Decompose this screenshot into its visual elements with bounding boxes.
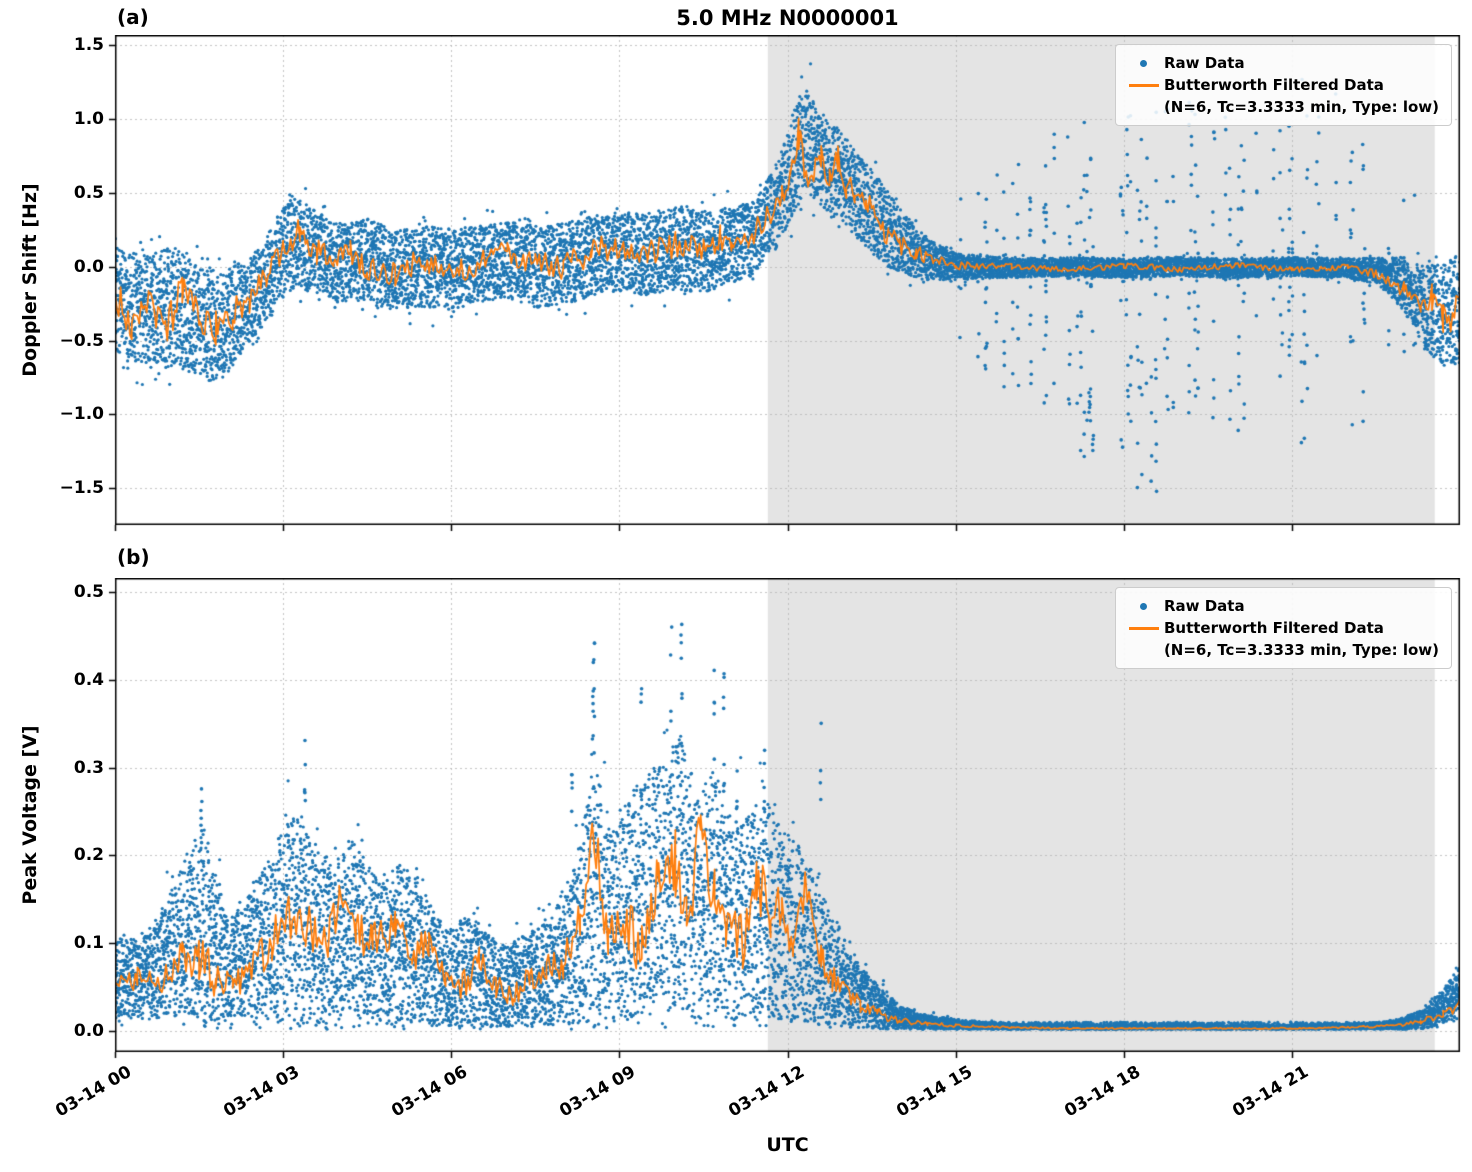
y-tick-label: 0.2 xyxy=(73,845,104,866)
y-tick-label: −1.0 xyxy=(59,404,104,425)
y-tick-label: 1.5 xyxy=(73,35,104,56)
filtered-data-marker xyxy=(1124,74,1164,96)
legend-raw-label: Raw Data xyxy=(1163,54,1245,72)
line-segment-icon xyxy=(1128,626,1159,630)
legend-filtered-params: (N=6, Tc=3.3333 min, Type: low) xyxy=(1163,98,1439,116)
raw-data-marker xyxy=(1124,52,1164,74)
legend-filtered-title: Butterworth Filtered Data xyxy=(1163,619,1384,637)
legend-entry-raw: Raw Data xyxy=(1124,595,1439,617)
y-tick-label: 0.1 xyxy=(73,933,104,954)
legend-filtered-label: Butterworth Filtered Data (N=6, Tc=3.333… xyxy=(1164,617,1439,661)
legend-raw-label: Raw Data xyxy=(1163,597,1245,615)
legend-filtered-label: Butterworth Filtered Data (N=6, Tc=3.333… xyxy=(1164,74,1439,118)
x-axis-label: UTC xyxy=(766,1134,809,1156)
legend-filtered-params: (N=6, Tc=3.3333 min, Type: low) xyxy=(1163,641,1439,659)
y-tick-label: 0.3 xyxy=(73,757,104,778)
y-tick-label: 0.5 xyxy=(73,182,104,203)
y-tick-label: 0.0 xyxy=(73,1020,104,1041)
legend-entry-raw: Raw Data xyxy=(1124,52,1439,74)
panel-b-legend: Raw Data Butterworth Filtered Data (N=6,… xyxy=(1114,587,1452,669)
panel-b-y-axis-label: Peak Voltage [V] xyxy=(19,725,41,905)
raw-data-marker xyxy=(1124,595,1164,617)
scatter-dot-icon xyxy=(1140,602,1148,610)
legend-filtered-title: Butterworth Filtered Data xyxy=(1163,76,1384,94)
panel-a-legend: Raw Data Butterworth Filtered Data (N=6,… xyxy=(1114,44,1452,126)
legend-entry-filtered: Butterworth Filtered Data (N=6, Tc=3.333… xyxy=(1124,617,1439,661)
panel-a-label: (a) xyxy=(117,5,149,29)
line-segment-icon xyxy=(1128,83,1159,87)
chart-title: 5.0 MHz N0000001 xyxy=(676,6,899,30)
y-tick-label: −1.5 xyxy=(59,478,104,499)
y-tick-label: 0.4 xyxy=(73,669,104,690)
scatter-dot-icon xyxy=(1140,59,1148,67)
y-tick-label: −0.5 xyxy=(59,330,104,351)
panel-b-label: (b) xyxy=(117,545,150,569)
filtered-data-marker xyxy=(1124,617,1164,639)
y-tick-label: 0.5 xyxy=(73,582,104,603)
y-tick-label: 0.0 xyxy=(73,256,104,277)
y-tick-label: 1.0 xyxy=(73,109,104,130)
legend-entry-filtered: Butterworth Filtered Data (N=6, Tc=3.333… xyxy=(1124,74,1439,118)
